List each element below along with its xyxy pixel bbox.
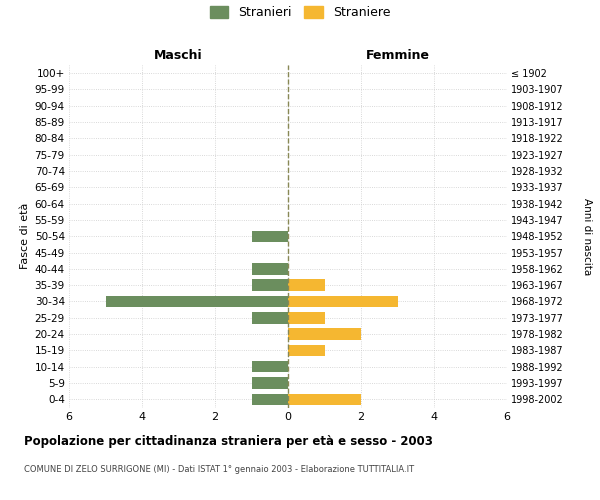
Bar [251,361,288,372]
Bar [251,263,288,274]
Bar [251,378,288,388]
Bar [288,328,361,340]
Bar [288,280,325,291]
Bar [251,280,288,291]
Bar [288,312,325,324]
Bar [288,394,361,405]
Bar [288,344,325,356]
Text: COMUNE DI ZELO SURRIGONE (MI) - Dati ISTAT 1° gennaio 2003 - Elaborazione TUTTIT: COMUNE DI ZELO SURRIGONE (MI) - Dati IST… [24,465,414,474]
Bar [251,312,288,324]
Y-axis label: Fasce di età: Fasce di età [20,203,31,270]
Text: Maschi: Maschi [154,48,203,62]
Legend: Stranieri, Straniere: Stranieri, Straniere [209,6,391,19]
Bar [251,230,288,242]
Bar [251,394,288,405]
Text: Femmine: Femmine [365,48,430,62]
Bar [288,296,398,307]
Text: Popolazione per cittadinanza straniera per età e sesso - 2003: Popolazione per cittadinanza straniera p… [24,435,433,448]
Y-axis label: Anni di nascita: Anni di nascita [582,198,592,275]
Bar [106,296,288,307]
